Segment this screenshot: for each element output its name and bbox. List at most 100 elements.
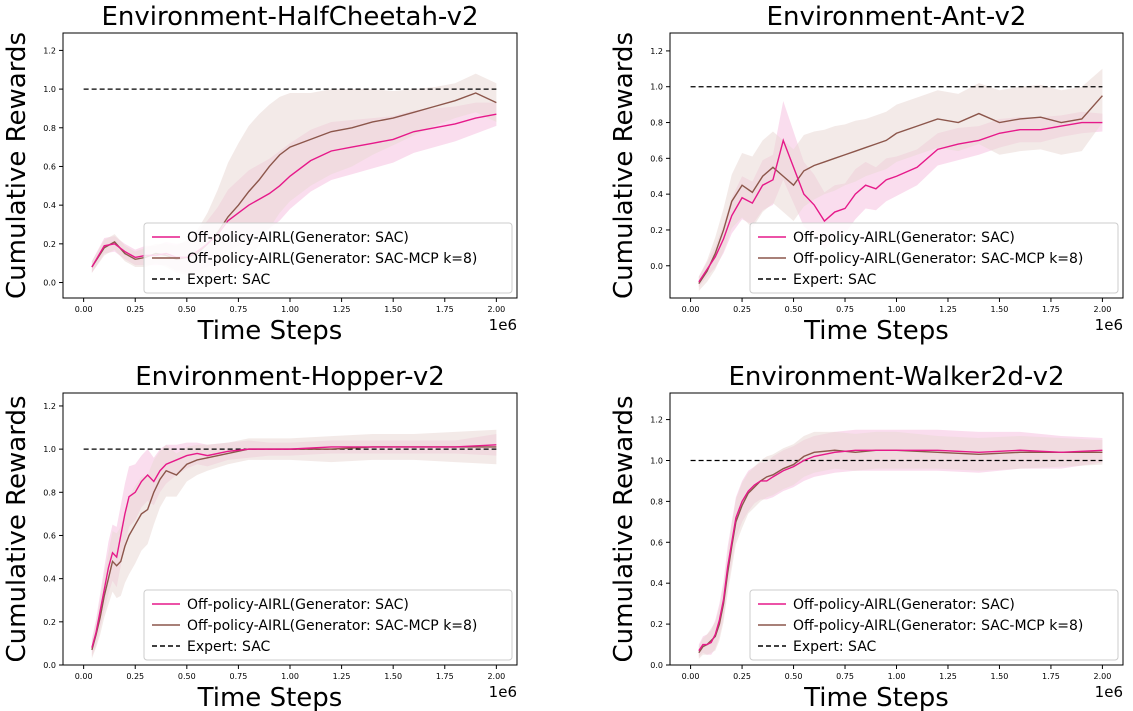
x-axis-label: Time Steps [803,683,949,711]
legend-label-1: Off-policy-AIRL(Generator: SAC) [793,230,1015,246]
y-tick-label: 1.0 [650,456,663,465]
y-axis-label: Cumulative Rewards [609,395,639,662]
y-tick-label: 0.4 [650,579,663,588]
plot-data [690,68,1103,291]
series-line-2 [91,446,497,651]
x-tick-label: 1.25 [333,305,351,314]
y-tick-label: 0.6 [43,162,56,171]
x-tick-label: 1.50 [991,305,1009,314]
x-axis-label: Time Steps [197,316,343,346]
legend-label-3: Expert: SAC [793,272,877,288]
chart-panel-4: Environment-Walker2d-v2 0.00 0.25 0.50 0.75 1… [609,362,1124,711]
y-tick-label: 0.8 [43,124,56,133]
x-tick-label: 0.25 [126,305,144,314]
x-tick-label: 1.75 [1042,672,1060,681]
confidence-band-series-2 [91,429,497,659]
x-tick-label: 1.00 [888,305,906,314]
x-tick-label: 1.50 [991,672,1009,681]
chart-panel-3: Environment-Hopper-v2 0.00 0.25 0.50 0.75 1.0… [2,362,518,711]
y-tick-label: 0.4 [43,575,56,584]
y-axis-label: Cumulative Rewards [609,32,639,299]
x-scale-label: 1e6 [489,316,517,334]
confidence-band-series-2 [91,73,497,277]
y-tick-label: 0.6 [650,538,663,547]
x-tick-label: 0.00 [75,672,93,681]
x-tick-label: 1.00 [888,672,906,681]
chart-title: Environment-HalfCheetah-v2 [101,2,478,32]
y-tick-label: 0.0 [650,262,663,271]
legend: Off-policy-AIRL(Generator: SAC) Off-polic… [143,589,513,661]
x-scale-label: 1e6 [1095,683,1123,701]
legend-label-1: Off-policy-AIRL(Generator: SAC) [187,597,409,613]
x-tick-label: 0.50 [178,672,196,681]
chart-title: Environment-Walker2d-v2 [728,362,1064,392]
x-tick-label: 2.00 [487,305,505,314]
x-tick-label: 2.00 [1094,305,1112,314]
y-tick-label: 0.8 [43,488,56,497]
y-tick-label: 1.2 [650,416,663,425]
y-tick-label: 0.4 [43,201,56,210]
y-tick-label: 0.6 [650,154,663,163]
chart-title: Environment-Hopper-v2 [135,362,445,392]
x-tick-label: 1.25 [939,672,957,681]
legend-label-2: Off-policy-AIRL(Generator: SAC-MCP k=8) [187,251,477,267]
x-tick-label: 2.00 [1094,672,1112,681]
legend-label-3: Expert: SAC [793,639,877,655]
y-tick-label: 1.0 [43,85,56,94]
legend: Off-policy-AIRL(Generator: SAC) Off-polic… [749,222,1119,294]
series-line-1 [698,121,1103,283]
legend-label-1: Off-policy-AIRL(Generator: SAC) [793,597,1015,613]
legend: Off-policy-AIRL(Generator: SAC) Off-polic… [143,222,513,294]
legend-box [749,222,1119,294]
x-tick-label: 0.25 [733,305,751,314]
x-tick-label: 0.25 [126,672,144,681]
x-tick-label: 0.75 [836,672,854,681]
series-line-1 [91,444,497,648]
y-tick-label: 1.0 [43,445,56,454]
x-tick-label: 0.75 [836,305,854,314]
confidence-band-series-2 [698,68,1103,291]
x-tick-label: 0.50 [178,305,196,314]
x-tick-label: 0.00 [682,672,700,681]
y-tick-label: 0.2 [43,618,56,627]
x-tick-label: 0.50 [785,305,803,314]
legend: Off-policy-AIRL(Generator: SAC) Off-polic… [749,589,1119,661]
y-tick-label: 1.2 [43,402,56,411]
x-tick-label: 0.50 [785,672,803,681]
x-scale-label: 1e6 [1095,316,1123,334]
legend-label-2: Off-policy-AIRL(Generator: SAC-MCP k=8) [793,251,1083,267]
legend-box [749,589,1119,661]
x-tick-label: 1.50 [384,305,402,314]
legend-label-2: Off-policy-AIRL(Generator: SAC-MCP k=8) [793,618,1083,634]
y-axis-label: Cumulative Rewards [2,32,32,299]
plot-data [690,429,1103,659]
x-tick-label: 1.75 [436,305,454,314]
x-tick-label: 1.75 [436,672,454,681]
x-tick-label: 1.00 [281,305,299,314]
x-tick-label: 1.50 [384,672,402,681]
x-scale-label: 1e6 [489,683,517,701]
chart-title: Environment-Ant-v2 [767,2,1027,32]
x-tick-label: 1.75 [1042,305,1060,314]
legend-label-1: Off-policy-AIRL(Generator: SAC) [187,230,409,246]
legend-label-3: Expert: SAC [187,639,271,655]
legend-label-3: Expert: SAC [187,272,271,288]
x-tick-label: 1.25 [939,305,957,314]
x-axis-label: Time Steps [803,316,949,346]
x-tick-label: 0.75 [230,672,248,681]
series-line-2 [698,95,1103,285]
legend-box [143,589,513,661]
y-tick-label: 1.2 [650,47,663,56]
x-tick-label: 0.25 [733,672,751,681]
chart-panel-1: Environment-HalfCheetah-v2 0.00 0.25 0.50 0.… [2,2,518,346]
y-tick-label: 0.2 [650,226,663,235]
y-tick-label: 0.0 [43,661,56,670]
plot-data [83,429,497,659]
y-tick-label: 0.4 [650,190,663,199]
y-tick-label: 0.8 [650,119,663,128]
y-tick-label: 0.2 [43,240,56,249]
x-tick-label: 1.25 [333,672,351,681]
x-tick-label: 2.00 [487,672,505,681]
y-axis-label: Cumulative Rewards [2,395,32,662]
